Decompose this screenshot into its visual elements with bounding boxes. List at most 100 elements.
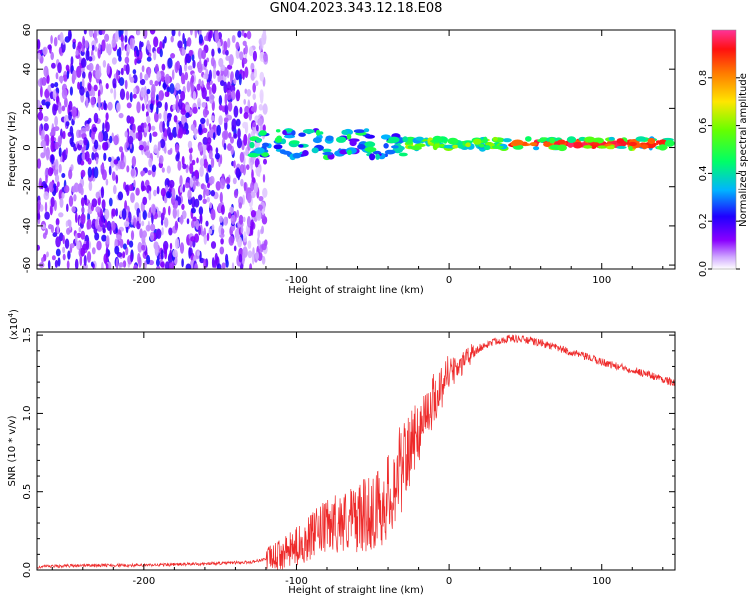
heatmap-cell: [258, 204, 263, 211]
heatmap-cell: [181, 203, 185, 210]
heatmap-cell: [163, 109, 168, 122]
heatmap-cell: [41, 224, 46, 230]
heatmap-cell: [432, 135, 443, 143]
heatmap-cell: [74, 258, 79, 269]
heatmap-cell: [159, 41, 163, 52]
heatmap-cell: [47, 167, 54, 177]
heatmap-cell: [164, 73, 170, 85]
heatmap-cell: [82, 35, 85, 47]
heatmap-cell: [129, 240, 134, 248]
heatmap-cell: [82, 71, 86, 79]
heatmap-cell: [66, 203, 69, 212]
heatmap-cell: [257, 118, 263, 126]
heatmap-cell: [246, 89, 252, 97]
heatmap-cell: [263, 158, 267, 165]
heatmap-cell: [200, 117, 206, 124]
heatmap-cell: [178, 30, 181, 37]
heatmap-cell: [58, 75, 64, 83]
heatmap-cell: [94, 232, 100, 241]
heatmap-cell: [183, 63, 188, 72]
heatmap-cell: [143, 122, 147, 128]
heatmap-cell: [207, 164, 212, 173]
heatmap-cell: [85, 49, 90, 61]
y-tick-label: 1.0: [22, 405, 33, 421]
heatmap-cell: [312, 137, 322, 144]
heatmap-cell: [83, 30, 87, 35]
heatmap-cell: [220, 64, 226, 72]
heatmap-cell: [201, 49, 207, 60]
heatmap-cell: [50, 196, 55, 208]
heatmap-cell: [154, 244, 159, 257]
colorbar-tick-label: 0.6: [698, 118, 709, 134]
heatmap-cell: [261, 225, 264, 234]
y-tick-label: 20: [22, 102, 33, 115]
heatmap-cell: [192, 181, 196, 191]
heatmap-cell: [311, 147, 319, 154]
heatmap-cell: [107, 43, 112, 56]
heatmap-cell: [50, 224, 55, 234]
heatmap-cell: [54, 126, 60, 132]
heatmap-cell: [37, 213, 41, 220]
heatmap-cell: [132, 69, 137, 75]
heatmap-cell: [149, 103, 154, 111]
heatmap-cell: [139, 140, 143, 147]
heatmap-cell: [252, 50, 257, 62]
heatmap-cell: [210, 115, 215, 122]
heatmap-cell: [238, 214, 244, 225]
heatmap-cell: [235, 236, 239, 243]
heatmap-cell: [129, 37, 133, 50]
heatmap-cell: [302, 129, 315, 134]
heatmap-cell: [160, 261, 165, 268]
heatmap-cell: [583, 145, 593, 149]
heatmap-cell: [156, 228, 162, 239]
heatmap-cell: [168, 179, 175, 189]
heatmap-cell: [478, 143, 485, 148]
heatmap-cell: [75, 50, 79, 56]
heatmap-cell: [473, 138, 482, 145]
heatmap-cell: [169, 249, 173, 260]
heatmap-cell: [58, 147, 62, 158]
heatmap-cell: [225, 259, 229, 268]
heatmap-cell: [181, 210, 187, 220]
heatmap-cell: [492, 136, 498, 142]
heatmap-cell: [156, 94, 159, 101]
heatmap-cell: [175, 200, 179, 208]
heatmap-cell: [83, 255, 87, 267]
heatmap-cell: [233, 189, 239, 199]
heatmap-cell: [51, 255, 56, 261]
heatmap-cell: [58, 46, 63, 55]
heatmap-cell: [203, 59, 208, 67]
heatmap-cell: [148, 157, 153, 168]
heatmap-cell: [628, 141, 637, 147]
heatmap-cell: [159, 138, 166, 149]
heatmap-cell: [211, 257, 215, 269]
heatmap-cell: [127, 135, 134, 145]
heatmap-cell: [181, 47, 185, 56]
heatmap-cell: [164, 146, 167, 154]
heatmap-cell: [232, 177, 237, 185]
heatmap-cell: [131, 155, 137, 168]
heatmap-cell: [164, 261, 170, 269]
heatmap-cell: [146, 56, 152, 62]
heatmap-cell: [529, 142, 538, 147]
heatmap-cell: [258, 104, 263, 111]
heatmap-cell: [194, 30, 197, 39]
heatmap-cell: [134, 50, 137, 58]
heatmap-cell: [253, 68, 257, 79]
heatmap-cell: [325, 135, 334, 141]
heatmap-cell: [171, 187, 176, 200]
heatmap-cell: [37, 52, 41, 60]
heatmap-cell: [154, 111, 159, 123]
heatmap-cell: [53, 36, 58, 47]
heatmap-cell: [209, 128, 215, 137]
heatmap-cell: [56, 181, 60, 188]
heatmap-cell: [101, 30, 106, 35]
heatmap-cell: [208, 69, 212, 82]
heatmap-cell: [190, 124, 195, 131]
spectrogram-ticks: -200 -100 0 100 60 40 20 0 -20 -40 -60: [22, 24, 675, 286]
heatmap-cell: [202, 108, 208, 118]
heatmap-cell: [68, 100, 73, 111]
heatmap-cell: [65, 147, 69, 156]
heatmap-cell: [249, 141, 255, 149]
heatmap-cell: [221, 173, 225, 179]
